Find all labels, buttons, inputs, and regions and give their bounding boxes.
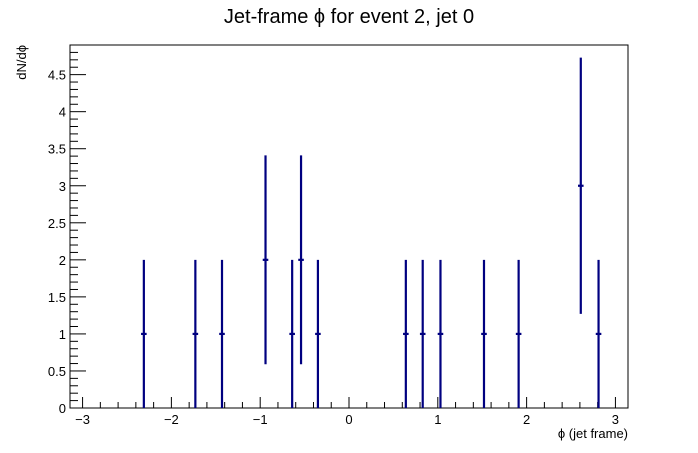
data-point (289, 259, 295, 408)
y-tick-label: 1 (59, 327, 66, 342)
x-tick-label: 2 (523, 412, 530, 427)
x-tick-label: 3 (612, 412, 619, 427)
data-point (298, 155, 304, 365)
data-point (437, 259, 444, 408)
x-tick-label: −2 (164, 412, 179, 427)
data-point (192, 259, 199, 408)
y-tick-label: 1.5 (48, 290, 66, 305)
data-point (141, 259, 147, 408)
y-tick-label: 3.5 (48, 142, 66, 157)
y-tick-label: 3 (59, 179, 66, 194)
data-layer (141, 57, 602, 408)
data-point (515, 259, 522, 408)
x-tick-label: −3 (75, 412, 90, 427)
y-tick-label: 0 (59, 401, 66, 416)
data-point (219, 259, 225, 408)
data-point (403, 259, 409, 408)
y-axis-label: dN/dϕ (14, 45, 29, 80)
data-point (262, 155, 269, 365)
x-axis: −3 −2 −1 0 1 2 3 (75, 397, 619, 427)
plot-frame (69, 44, 629, 409)
data-point (315, 259, 321, 408)
y-tick-label: 4.5 (48, 68, 66, 83)
y-tick-label: 4 (59, 105, 66, 120)
x-tick-label: 1 (434, 412, 441, 427)
x-tick-label: −1 (253, 412, 268, 427)
data-point (595, 259, 602, 408)
data-point (481, 259, 487, 408)
y-tick-label: 0.5 (48, 364, 66, 379)
chart-title: Jet-frame ϕ for event 2, jet 0 (224, 6, 474, 28)
x-tick-label: 0 (345, 412, 352, 427)
y-axis: 0 0.5 1 1.5 2 2.5 3 3.5 4 4.5 (48, 44, 86, 416)
x-axis-label: ϕ (jet frame) (558, 426, 628, 441)
data-point (578, 57, 584, 314)
y-tick-label: 2 (59, 253, 66, 268)
data-point (419, 259, 426, 408)
y-tick-label: 2.5 (48, 216, 66, 231)
